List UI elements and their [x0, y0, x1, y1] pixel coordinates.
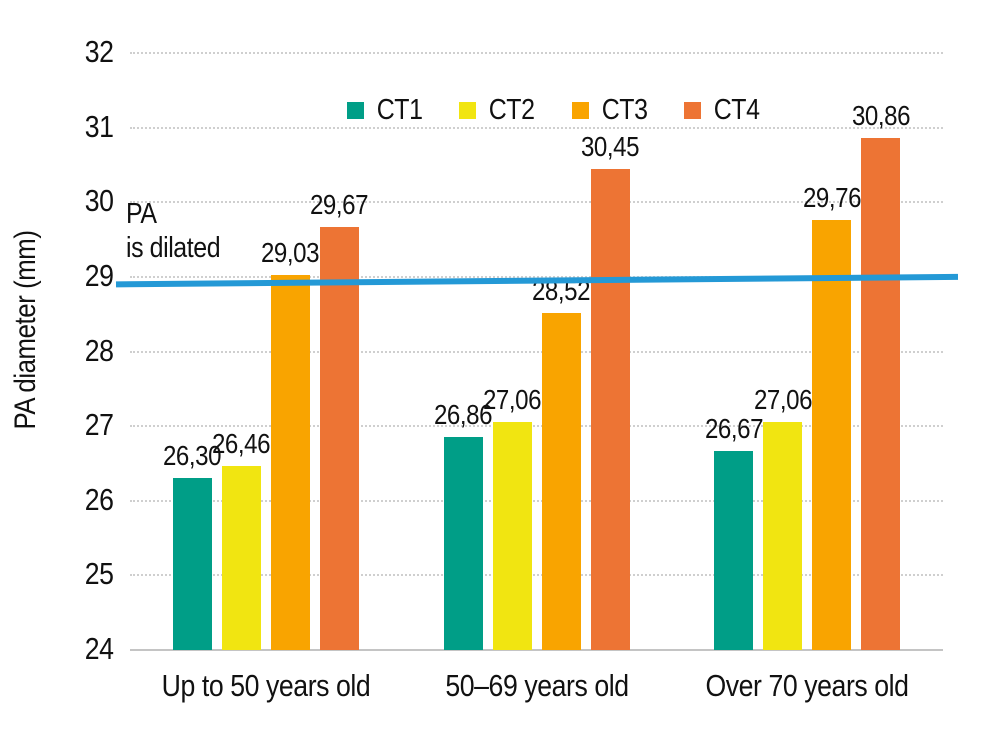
y-tick-31: 31 [84, 108, 113, 144]
value-label-ct2-group1: 26,46 [211, 428, 271, 460]
legend-label-ct2: CT2 [489, 94, 535, 126]
legend: CT1 CT2 CT3 CT4 [347, 94, 763, 127]
value-label-ct1-group1: 26,30 [162, 440, 222, 472]
gridline-30 [130, 201, 943, 204]
legend-item-ct3: CT3 [571, 94, 651, 127]
gridline-28 [130, 350, 943, 353]
value-label-ct2-group3: 27,06 [753, 383, 812, 415]
y-tick-26: 26 [84, 481, 113, 517]
gridline-31 [130, 126, 943, 129]
legend-swatch-ct2 [459, 102, 477, 119]
value-label-ct1-group3: 26,67 [704, 412, 763, 444]
value-label-ct3-group1: 29,03 [260, 236, 320, 268]
y-tick-24: 24 [84, 631, 113, 666]
value-label-ct3-group3: 29,76 [802, 182, 861, 214]
legend-item-ct4: CT4 [683, 94, 763, 127]
y-tick-32: 32 [84, 34, 113, 69]
value-label-ct4-group1: 29,67 [309, 188, 369, 220]
value-label-ct4-group3: 30,86 [851, 100, 910, 132]
bar-ct3-group1 [270, 274, 310, 650]
y-tick-28: 28 [84, 332, 113, 368]
legend-label-ct4: CT4 [713, 94, 760, 126]
bar-ct3-group3 [812, 220, 851, 650]
value-label-ct2-group2: 27,06 [482, 383, 542, 415]
value-label-ct3-group2: 28,52 [531, 274, 591, 306]
legend-label-ct1: CT1 [376, 94, 423, 126]
gridline-27 [130, 425, 943, 428]
dilation-annotation: PA is dilated [126, 198, 235, 265]
y-axis-title-text: PA diameter (mm) [9, 230, 42, 430]
x-axis-label-1: Up to 50 years old [161, 668, 370, 703]
y-axis-title: PA diameter (mm) [9, 214, 43, 446]
y-tick-29: 29 [84, 257, 113, 293]
bar-ct1-group2 [443, 436, 483, 650]
legend-swatch-ct3 [571, 102, 589, 119]
bar-ct4-group2 [590, 168, 630, 650]
bar-ct3-group2 [541, 312, 581, 650]
dilation-annotation-line2: is dilated [126, 231, 221, 264]
legend-item-ct1: CT1 [347, 94, 426, 127]
bar-ct4-group3 [861, 138, 900, 650]
legend-swatch-ct4 [683, 102, 701, 119]
y-tick-30: 30 [84, 183, 113, 219]
y-tick-27: 27 [84, 407, 113, 443]
x-axis-label-2: 50–69 years old [444, 668, 629, 703]
y-tick-25: 25 [84, 556, 113, 592]
bar-ct1-group1 [172, 478, 212, 650]
value-label-ct1-group2: 26,86 [433, 398, 493, 430]
gridline-32 [130, 52, 943, 54]
bar-ct4-group1 [319, 226, 359, 650]
value-label-ct4-group2: 30,45 [580, 130, 640, 162]
dilation-annotation-line1: PA [126, 198, 157, 230]
bar-ct2-group3 [763, 421, 802, 650]
gridline-25 [130, 574, 943, 577]
gridline-24 [130, 649, 943, 651]
bar-ct2-group1 [221, 466, 261, 650]
legend-item-ct2: CT2 [459, 94, 538, 127]
bar-ct1-group3 [714, 450, 753, 650]
legend-swatch-ct1 [347, 102, 364, 119]
bar-ct2-group2 [492, 421, 532, 650]
legend-label-ct3: CT3 [601, 94, 648, 126]
x-axis-label-3: Over 70 years old [705, 668, 909, 703]
gridline-26 [130, 499, 943, 502]
